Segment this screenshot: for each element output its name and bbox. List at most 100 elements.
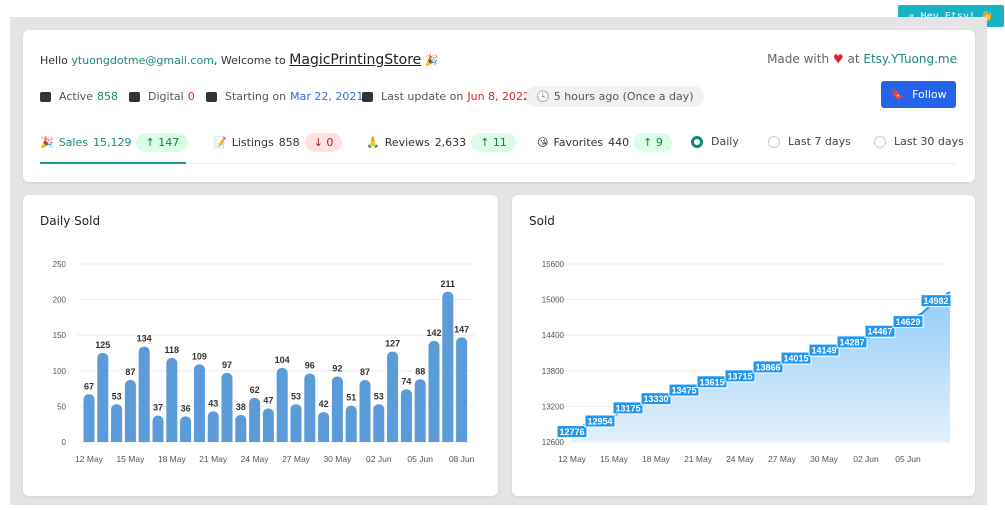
data-label: 14149	[811, 346, 836, 356]
start-value: Mar 22, 2021	[290, 90, 364, 103]
bar	[249, 397, 261, 442]
follow-button[interactable]: 🔖 Follow	[881, 81, 956, 108]
bar-base	[262, 436, 274, 442]
party-icon: 🎉	[424, 54, 439, 67]
data-label: 53	[112, 391, 122, 401]
digital-value: 0	[187, 90, 195, 103]
made-with-text: Made with	[767, 52, 830, 66]
bar-base	[373, 436, 385, 442]
data-label: 127	[385, 339, 400, 349]
image-icon	[129, 91, 140, 102]
bar-base	[207, 436, 219, 442]
data-label: 14982	[923, 296, 948, 306]
bar-base	[428, 436, 440, 442]
data-label: 109	[192, 351, 207, 361]
active-value: 858	[97, 90, 119, 103]
update-frequency: 🕓 5 hours ago (Once a day)	[526, 86, 704, 107]
data-label-box	[668, 383, 700, 397]
greeting: Hello ytuongdotme@gmail.com, Welcome to …	[40, 52, 438, 68]
period-radio-1[interactable]: Last 7 days	[768, 135, 851, 148]
reviews-icon: 🙏	[366, 136, 380, 149]
data-label: 211	[441, 279, 456, 289]
update-label: Last update on	[381, 90, 464, 103]
bar	[193, 364, 205, 442]
x-tick-label: 05 Jun	[407, 454, 433, 464]
data-label: 53	[374, 391, 384, 401]
data-label: 87	[125, 367, 135, 377]
x-tick-label: 21 May	[684, 454, 713, 464]
data-label-box	[612, 401, 644, 415]
at-text: at	[847, 52, 860, 66]
tab-sales[interactable]: 🎉 Sales 15,129 ↑ 147	[40, 133, 189, 152]
radio-icon	[691, 135, 703, 148]
clock-icon: 🕓	[536, 90, 550, 103]
data-label: 147	[454, 324, 469, 334]
bar-base	[235, 436, 247, 442]
tab-value: 858	[278, 136, 300, 149]
bar	[207, 411, 219, 442]
data-label-box	[584, 414, 616, 428]
radio-icon	[768, 135, 780, 148]
period-radio-0[interactable]: Daily	[691, 135, 739, 148]
made-with: Made with ♥ at Etsy.YTuong.me	[767, 52, 957, 66]
bar	[400, 389, 412, 442]
bar-base	[97, 436, 109, 442]
user-email[interactable]: ytuongdotme@gmail.com	[71, 54, 214, 67]
bar	[304, 373, 316, 442]
box-icon	[40, 91, 51, 102]
follow-label: Follow	[912, 88, 947, 101]
bar	[111, 404, 123, 442]
bar-base	[138, 436, 150, 442]
data-label: 14015	[783, 354, 808, 364]
data-label: 88	[415, 366, 425, 376]
bar	[318, 412, 330, 442]
y-tick-label: 250	[53, 260, 67, 269]
period-radio-2[interactable]: Last 30 days	[874, 135, 964, 148]
tab-reviews[interactable]: 🙏 Reviews 2,633 ↑ 11	[366, 133, 516, 152]
data-label: 13866	[755, 362, 780, 372]
bar-base	[276, 436, 288, 442]
update-meta: Last update on Jun 8, 2022	[362, 90, 530, 103]
welcome-text: , Welcome to	[213, 54, 286, 67]
x-tick-label: 15 May	[116, 454, 145, 464]
tab-label: Sales	[58, 136, 88, 149]
bar-base	[249, 436, 261, 442]
heart-icon: ♥	[832, 52, 844, 66]
x-tick-label: 30 May	[810, 454, 839, 464]
bar-base	[83, 436, 95, 442]
x-tick-label: 30 May	[323, 454, 352, 464]
period-label: Last 30 days	[894, 135, 964, 148]
x-tick-label: 18 May	[642, 454, 671, 464]
data-label: 125	[95, 340, 110, 350]
bar-base	[290, 436, 302, 442]
data-label-box	[724, 369, 756, 383]
radio-icon	[874, 135, 886, 148]
x-tick-label: 27 May	[768, 454, 797, 464]
data-label: 42	[319, 399, 329, 409]
x-tick-label: 05 Jun	[895, 454, 921, 464]
data-label: 13615	[699, 377, 724, 387]
bar-base	[414, 436, 426, 442]
tab-listings[interactable]: 📝 Listings 858 ↓ 0	[213, 133, 343, 152]
start-label: Starting on	[225, 90, 287, 103]
store-link[interactable]: MagicPrintingStore	[289, 52, 422, 68]
bar-base	[400, 436, 412, 442]
update-value: Jun 8, 2022	[467, 90, 531, 103]
bar	[387, 351, 399, 442]
bar	[180, 416, 192, 442]
y-tick-label: 13200	[542, 402, 565, 411]
digital-label: Digital	[148, 90, 184, 103]
y-tick-label: 12600	[542, 438, 565, 447]
tab-value: 2,633	[434, 136, 467, 149]
data-label: 13175	[615, 403, 640, 413]
active-label: Active	[59, 90, 94, 103]
y-tick-label: 100	[53, 367, 67, 376]
site-link[interactable]: Etsy.YTuong.me	[863, 52, 957, 66]
hello-text: Hello	[40, 54, 68, 67]
x-tick-label: 12 May	[75, 454, 104, 464]
tab-favorites[interactable]: 😘 Favorites 440 ↑ 9	[537, 133, 672, 152]
tab-label: Favorites	[553, 136, 604, 149]
data-label-box	[836, 335, 868, 349]
daily-sold-card: Daily Sold 0 50 100 150 200 250 67 125 53 87 134 37…	[23, 195, 498, 496]
bar	[166, 357, 178, 442]
